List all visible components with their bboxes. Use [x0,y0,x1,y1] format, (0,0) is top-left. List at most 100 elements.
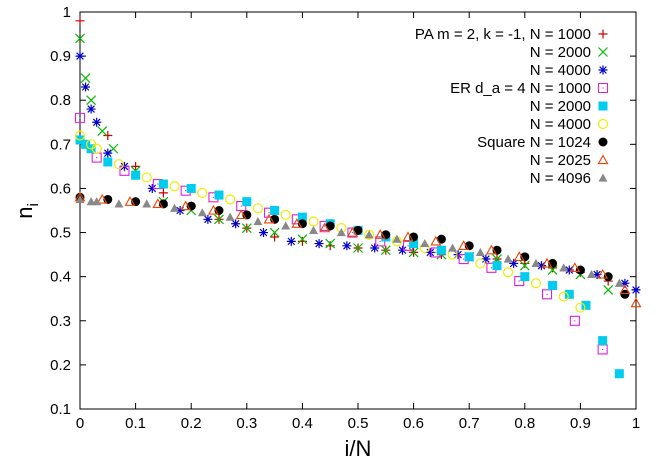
data-point [203,214,213,224]
data-point [541,289,553,300]
x-tick-label: 0 [76,415,84,432]
data-point [325,238,336,249]
data-point [152,198,164,209]
data-point [325,241,335,251]
series-5 [74,130,586,313]
legend-label: N = 2000 [530,98,591,115]
data-point [575,265,585,275]
legend-marker [598,137,608,147]
data-point [409,239,419,249]
data-point [402,231,414,242]
data-point [597,268,609,279]
data-point [503,267,514,278]
data-point [81,82,91,92]
data-point [336,228,346,237]
data-point [92,117,102,127]
x-tick-label: 0.1 [125,415,146,432]
data-point [481,254,491,264]
legend-label: N = 2025 [530,152,591,169]
series-8 [75,194,624,287]
data-point [325,221,335,231]
legend-label: N = 4096 [530,170,591,187]
data-point [147,183,157,193]
data-point [408,247,419,258]
data-point [475,258,486,269]
legend-marker [598,101,608,111]
data-point [75,16,85,26]
data-point [75,194,85,204]
legend-label: PA m = 2, k = -1, N = 1000 [415,26,591,43]
data-point [86,104,96,114]
data-point [603,284,614,295]
legend-label: N = 4000 [530,116,591,133]
data-point [374,229,386,239]
data-point [614,369,624,379]
data-point [91,152,102,163]
legend-marker [598,29,608,39]
data-point [581,300,591,310]
data-point [103,131,113,141]
data-point [353,225,363,235]
data-point [158,179,168,189]
data-point [564,265,574,275]
x-tick-label: 0.4 [292,415,313,432]
data-point [175,206,185,215]
y-tick-label: 1 [63,4,71,21]
data-point [631,285,641,295]
data-point [558,291,569,302]
y-tick-label: 0.8 [50,92,71,109]
data-point [380,245,391,256]
data-point [142,199,152,208]
data-point [75,33,85,44]
data-point [74,112,86,123]
data-point [353,243,363,253]
data-point [96,193,108,204]
data-point [448,243,458,252]
data-point [242,197,252,207]
data-point [225,194,236,205]
data-point [91,143,102,154]
legend-label: Square N = 1024 [477,134,591,151]
legend-marker [598,65,608,75]
data-point [241,223,252,234]
data-point [103,157,113,167]
data-point [509,258,519,268]
data-point [169,181,180,192]
x-tick-label: 1 [632,415,640,432]
data-point [458,240,470,250]
y-tick-label: 0.4 [50,269,71,286]
data-point [197,208,207,217]
data-point [74,130,86,141]
data-point [258,228,268,238]
y-tick-label: 0.1 [50,401,71,418]
data-point [113,159,125,170]
data-point [598,336,608,346]
data-point [80,73,91,84]
data-point [114,199,124,208]
data-point [108,143,119,154]
data-point [103,148,113,158]
data-point [486,244,497,255]
data-point [430,235,442,246]
x-tick-label: 0.6 [403,415,424,432]
data-point [464,252,474,262]
x-tick-label: 0.9 [570,415,591,432]
data-point [614,278,624,287]
data-point [569,262,581,272]
data-point [569,315,580,326]
data-point [124,196,136,206]
legend-marker [597,154,609,165]
y-axis-label-main: n [12,207,37,219]
data-point [503,254,513,263]
data-point [559,263,569,272]
data-point [453,250,463,260]
data-point [131,170,141,180]
data-point [587,269,597,279]
data-point [253,217,263,226]
data-point [364,230,374,239]
data-point [81,139,91,149]
data-point [492,261,502,271]
data-point [75,51,85,61]
data-point [225,212,235,221]
